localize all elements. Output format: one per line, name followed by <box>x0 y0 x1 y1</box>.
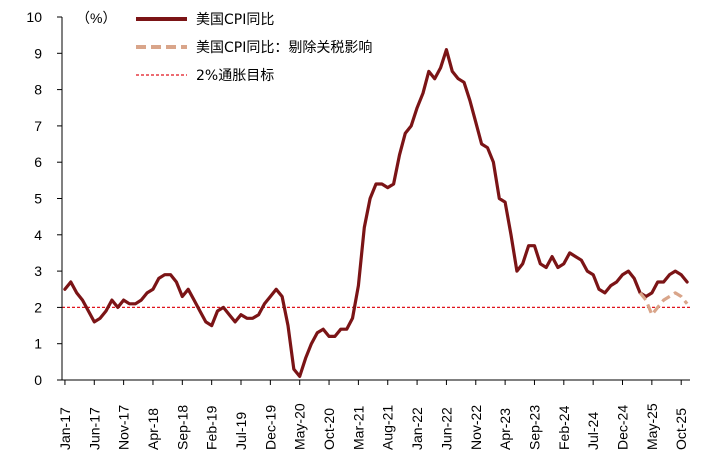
x-tick-label: Oct-25 <box>673 408 689 450</box>
legend-label-ex-tariff: 美国CPI同比：剔除关税影响 <box>196 40 372 56</box>
x-tick-label: Nov-17 <box>116 405 132 450</box>
x-tick-label: Jun-22 <box>438 407 454 450</box>
y-tick-label: 9 <box>34 45 42 61</box>
x-tick-label: Apr-23 <box>497 408 513 450</box>
x-tick-label: May-25 <box>644 403 660 450</box>
x-tick-label: Jan-22 <box>409 407 425 450</box>
x-tick-label: Jan-17 <box>57 407 73 450</box>
x-tick-label: Dec-19 <box>262 405 278 450</box>
y-tick-label: 4 <box>34 227 42 243</box>
unit-label: （%） <box>76 10 116 26</box>
legend: 美国CPI同比 美国CPI同比：剔除关税影响 2%通胀目标 <box>136 12 372 84</box>
series-layer <box>63 48 689 378</box>
x-tick-label: Nov-22 <box>468 405 484 450</box>
series-line-cpi <box>63 48 689 378</box>
x-tick-label: Feb-24 <box>556 405 572 450</box>
axes: 0 1 2 3 4 5 6 7 8 9 10 Jan-17 Jun-17 Nov-17 Apr-18 Sep-… <box>26 9 690 450</box>
series-line-ex-tariff <box>638 291 689 317</box>
y-tick-label: 7 <box>34 118 42 134</box>
x-tick-label: Jul-19 <box>233 412 249 450</box>
y-tick-label: 5 <box>34 191 42 207</box>
y-tick-label: 8 <box>34 82 42 98</box>
x-tick-label: Sep-23 <box>526 405 542 450</box>
x-tick-label: May-20 <box>292 403 308 450</box>
y-tick-label: 1 <box>34 336 42 352</box>
x-tick-label: Jul-24 <box>585 412 601 450</box>
x-tick-label: Dec-24 <box>615 405 631 450</box>
x-tick-label: Oct-20 <box>321 408 337 450</box>
x-tick-label: Apr-18 <box>145 408 161 450</box>
x-tick-label: Mar-21 <box>350 405 366 450</box>
x-tick-label: Sep-18 <box>174 405 190 450</box>
legend-label-target: 2%通胀目标 <box>196 68 274 84</box>
y-tick-label: 10 <box>26 9 42 25</box>
y-tick-label: 0 <box>34 372 42 388</box>
x-tick-label: Aug-21 <box>380 405 396 450</box>
x-tick-label: Jun-17 <box>86 407 102 450</box>
y-tick-label: 6 <box>34 154 42 170</box>
x-tick-label: Feb-19 <box>204 405 220 450</box>
y-tick-label: 3 <box>34 263 42 279</box>
y-tick-label: 2 <box>34 299 42 315</box>
legend-label-cpi: 美国CPI同比 <box>196 12 274 28</box>
